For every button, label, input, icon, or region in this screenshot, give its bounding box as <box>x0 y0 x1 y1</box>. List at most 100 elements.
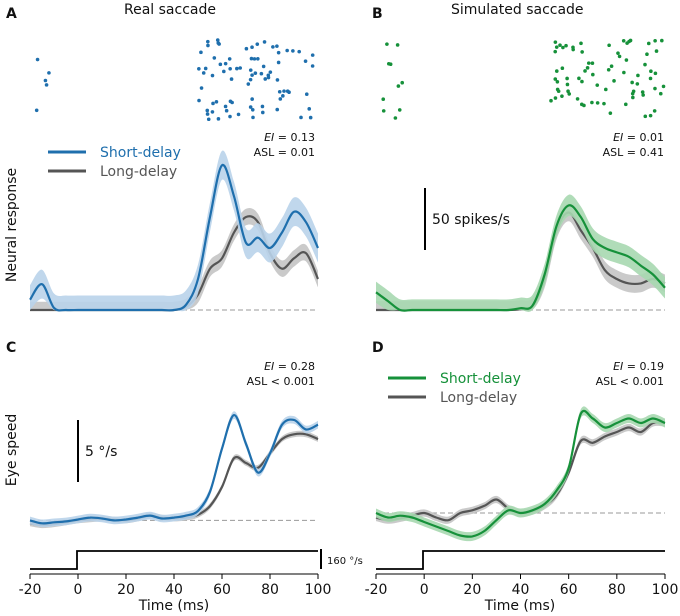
raster-spike <box>307 107 312 111</box>
scale-bar-neural: 50 spikes/s <box>424 188 510 250</box>
ei-value: = 0.13 <box>274 131 315 144</box>
raster-spike <box>652 109 657 113</box>
series-band-short-delay <box>30 411 318 528</box>
raster-spike <box>228 66 232 71</box>
raster-spike <box>206 117 211 122</box>
raster-spike <box>310 53 315 57</box>
raster-spike <box>602 101 606 106</box>
raster-spike <box>648 76 653 81</box>
legend-short-label: Short-delay <box>440 371 521 387</box>
panel-d-asl: ASL < 0.001 <box>596 375 664 388</box>
raster-spike <box>246 82 251 86</box>
raster-spike <box>393 116 398 120</box>
panel-a-letter: A <box>6 6 17 22</box>
saccade-trace-d <box>376 550 665 570</box>
raster-spike <box>630 91 635 96</box>
series-band-long-delay <box>376 418 665 524</box>
raster-spike <box>210 73 215 78</box>
raster-spike <box>625 41 629 45</box>
panel-a-ylabel: Neural response <box>4 168 20 282</box>
raster-spike <box>268 70 273 74</box>
panel-b-ei: EI = 0.01 <box>613 131 664 144</box>
raster-spike <box>554 69 559 73</box>
raster-spike <box>215 38 220 42</box>
raster-spike <box>640 90 645 94</box>
series-line-long-delay <box>375 421 666 522</box>
raster-spike <box>636 73 640 78</box>
raster-spike <box>643 114 648 119</box>
raster-spike <box>250 73 254 77</box>
raster-spike <box>660 38 664 43</box>
raster-spike <box>224 108 229 113</box>
raster-spike <box>282 89 286 93</box>
raster-spike <box>260 104 265 109</box>
raster-spike <box>553 96 558 100</box>
series-line-short-delay <box>375 409 666 538</box>
raster-spike <box>222 69 226 74</box>
raster-spike <box>299 115 303 120</box>
raster-panel-b <box>381 38 666 120</box>
raster-spike <box>276 50 281 55</box>
x-tick-label: 80 <box>261 582 279 598</box>
series-band-short-delay <box>376 406 665 542</box>
raster-spike <box>635 82 640 86</box>
series-band-short-delay <box>376 194 665 312</box>
scale-bar-eye: 5 °/s <box>77 420 117 482</box>
raster-spike <box>197 66 201 71</box>
raster-spike <box>645 52 649 57</box>
legend-bottom: Short-delay Long-delay <box>388 371 521 406</box>
panel-c-asl: ASL < 0.001 <box>247 375 315 388</box>
raster-spike <box>571 47 575 52</box>
raster-spike <box>595 101 600 105</box>
x-axis-c: -20 0 20 40 60 80 100 Time (ms) <box>19 573 331 614</box>
raster-spike <box>278 97 283 101</box>
raster-spike <box>567 92 572 96</box>
series-band-long-delay <box>30 430 318 529</box>
raster-spike <box>248 68 253 72</box>
ei-label: EI <box>264 131 274 144</box>
raster-spike <box>275 107 280 112</box>
raster-spike <box>579 41 583 46</box>
raster-spike <box>595 83 600 87</box>
raster-spike <box>643 62 647 67</box>
raster-spike <box>649 69 653 73</box>
raster-spike <box>297 49 301 54</box>
raster-spike <box>653 71 658 76</box>
raster-spike <box>397 108 402 112</box>
raster-spike <box>228 114 232 119</box>
series-band-long-delay <box>30 207 318 311</box>
panel-a-ei: EI = 0.13 <box>264 131 315 144</box>
raster-spike <box>646 41 651 46</box>
legend-long-label: Long-delay <box>100 164 177 180</box>
raster-spike <box>583 69 587 73</box>
raster-spike <box>386 61 391 66</box>
raster-spike <box>556 89 561 94</box>
raster-spike <box>212 56 217 60</box>
ei-value: = 0.19 <box>623 360 664 373</box>
panel-c-ei: EI = 0.28 <box>264 360 315 373</box>
raster-spike <box>395 43 400 47</box>
raster-spike <box>248 105 253 109</box>
raster-spike <box>604 87 608 92</box>
raster-spike <box>661 84 666 89</box>
raster-spike <box>206 43 210 48</box>
raster-spike <box>607 43 611 48</box>
plot-panel-d <box>375 406 666 542</box>
scale-bar-label: 5 °/s <box>85 444 117 460</box>
panel-d-letter: D <box>372 340 384 356</box>
raster-panel-a <box>34 38 315 122</box>
raster-spike <box>648 113 653 118</box>
raster-spike <box>259 71 264 76</box>
x-axis-label: Time (ms) <box>484 598 556 614</box>
raster-spike <box>216 41 221 45</box>
saccade-scale-label: 160 °/s <box>327 556 363 567</box>
raster-spike <box>303 59 308 63</box>
raster-spike <box>199 86 204 90</box>
series-line-short-delay <box>29 414 319 525</box>
raster-spike <box>622 70 626 75</box>
raster-spike <box>260 110 265 115</box>
raster-spike <box>381 109 386 113</box>
raster-spike <box>561 45 565 50</box>
raster-spike <box>197 98 201 103</box>
